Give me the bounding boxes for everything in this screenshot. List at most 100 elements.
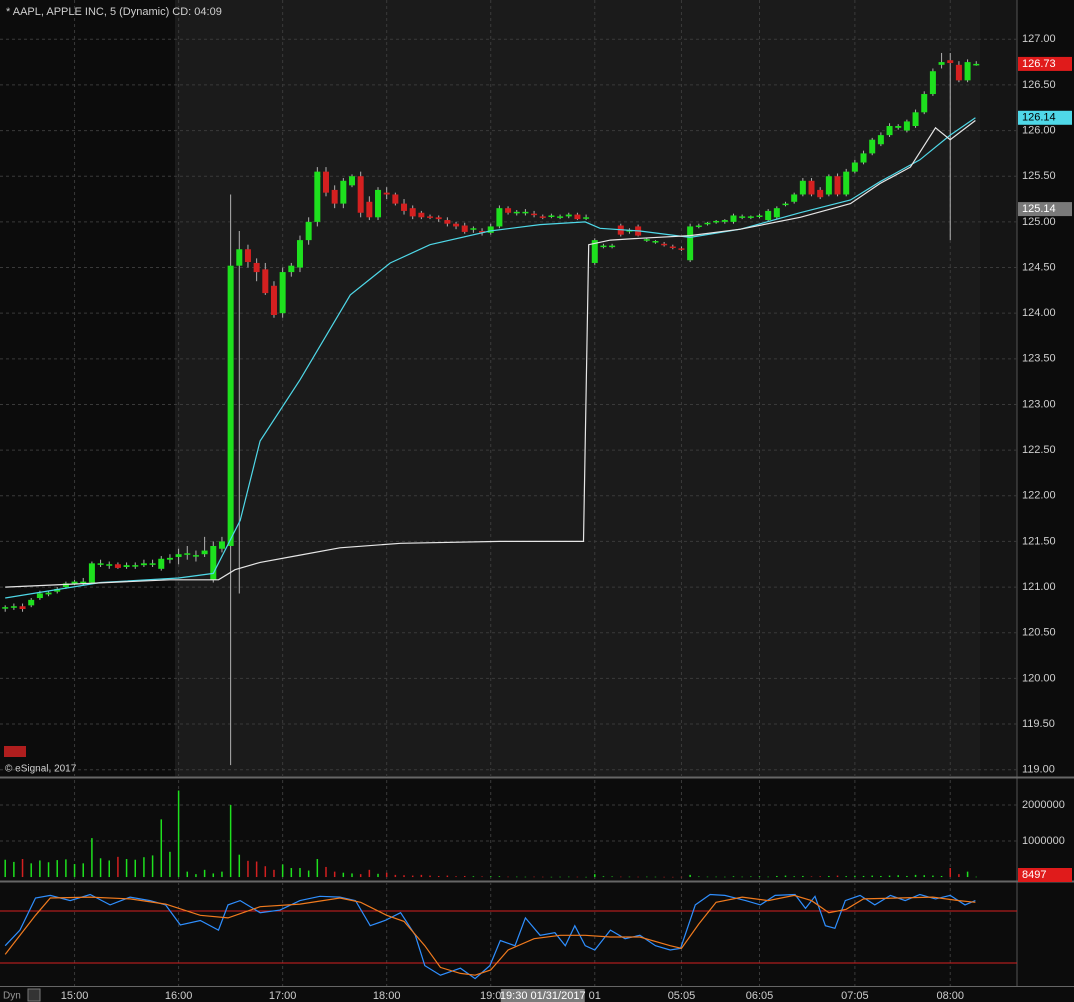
x-tick-label: 19:0 <box>480 990 501 1002</box>
volume-bar <box>698 876 700 878</box>
volume-bar <box>620 876 622 878</box>
volume-bar <box>646 876 648 878</box>
volume-bar <box>594 874 596 878</box>
candle-body <box>565 214 572 217</box>
volume-bar <box>585 876 587 878</box>
candle-body <box>279 272 286 314</box>
moving-average <box>5 120 976 588</box>
volume-bar <box>776 875 778 878</box>
candle-body <box>427 216 434 218</box>
volume-bar <box>394 874 397 878</box>
candle-body <box>825 176 832 195</box>
candle-body <box>166 557 173 560</box>
price-marker-label-box <box>1018 202 1072 217</box>
y-tick-label: 122.50 <box>1022 444 1056 456</box>
volume-bar <box>316 859 319 878</box>
scroll-button[interactable] <box>27 988 41 1002</box>
volume-bar <box>125 859 128 878</box>
volume-bar <box>819 876 821 878</box>
volume-bar <box>108 860 110 878</box>
volume-bar <box>359 874 362 878</box>
ma-value-label: 126.14 <box>1022 112 1056 124</box>
candle-body <box>409 208 416 217</box>
volume-bar <box>290 868 293 878</box>
volume-bar <box>568 876 570 878</box>
volume-bar <box>672 876 674 878</box>
volume-bar <box>802 875 804 878</box>
volume-bar <box>160 819 163 878</box>
candle-body <box>869 139 876 154</box>
candle-body <box>28 599 35 606</box>
candle-body <box>903 121 910 131</box>
volume-bar <box>767 876 769 878</box>
cursor-label-box <box>500 989 585 1002</box>
volume-bar <box>238 854 241 878</box>
volume-bar <box>533 876 535 878</box>
candle-body <box>80 581 87 584</box>
candle-body <box>349 176 356 186</box>
volume-bar <box>21 859 24 878</box>
volume-bar <box>498 876 501 878</box>
volume-bar <box>212 873 215 878</box>
candle-body <box>19 606 26 609</box>
candle-body <box>955 64 962 81</box>
y-tick-label: 126.00 <box>1022 124 1056 136</box>
labels: 15:00 16:00 17:00 18:00 19:0 01 05:05 06:05 07:0… <box>61 33 1072 1002</box>
candle-body <box>210 546 217 580</box>
candle-body <box>192 555 199 557</box>
candle-body <box>652 241 659 243</box>
volume-bar <box>940 875 943 878</box>
volume-bar <box>377 873 379 878</box>
candle-body <box>218 541 225 549</box>
candle-body <box>236 249 243 266</box>
volume-bar <box>897 875 899 878</box>
volume-bar <box>637 876 639 878</box>
candle-body <box>418 212 425 218</box>
volume-bar <box>810 876 813 878</box>
volume-bar <box>724 876 726 878</box>
candle-body <box>123 565 130 567</box>
volume-bar <box>602 876 605 878</box>
candle-body <box>45 592 52 595</box>
volume-bar <box>680 876 683 878</box>
candle-body <box>782 203 789 206</box>
candle-body <box>375 189 382 218</box>
candle-body <box>834 176 841 195</box>
x-tick-label: 16:00 <box>165 990 193 1002</box>
candle-body <box>704 222 711 225</box>
mode-label[interactable]: Dyn <box>3 991 21 1002</box>
candle-body <box>175 554 182 557</box>
candle-body <box>600 245 607 248</box>
y-tick-label: 122.00 <box>1022 490 1056 502</box>
candle-body <box>97 563 104 565</box>
candle-body <box>687 226 694 261</box>
candle-body <box>149 563 156 565</box>
volume-bar <box>524 876 527 878</box>
candle-body <box>114 564 121 568</box>
ma-value-label-box <box>1018 110 1072 125</box>
y-tick-label: 120.50 <box>1022 627 1056 639</box>
x-tick-label: 01 <box>589 990 601 1002</box>
volume-bar <box>325 866 327 878</box>
x-tick-label: 06:05 <box>746 990 774 1002</box>
y-tick-label: 121.50 <box>1022 535 1056 547</box>
candle-body <box>479 231 486 233</box>
candle-body <box>158 558 165 569</box>
volume-bar <box>576 876 579 878</box>
volume-bar <box>862 875 865 878</box>
candle-body <box>36 593 43 599</box>
volume-bar <box>559 876 561 878</box>
candle-body <box>791 194 798 202</box>
volume-bar <box>949 868 951 878</box>
volume-bar <box>299 868 301 878</box>
volume-bar <box>177 790 180 878</box>
candle-body <box>322 171 329 193</box>
y-tick-label: 119.50 <box>1022 718 1055 730</box>
volume-bar <box>463 875 466 878</box>
volume-bar <box>342 872 345 878</box>
candle-body <box>929 71 936 95</box>
moving-average <box>5 117 976 599</box>
candle-body <box>513 211 520 214</box>
